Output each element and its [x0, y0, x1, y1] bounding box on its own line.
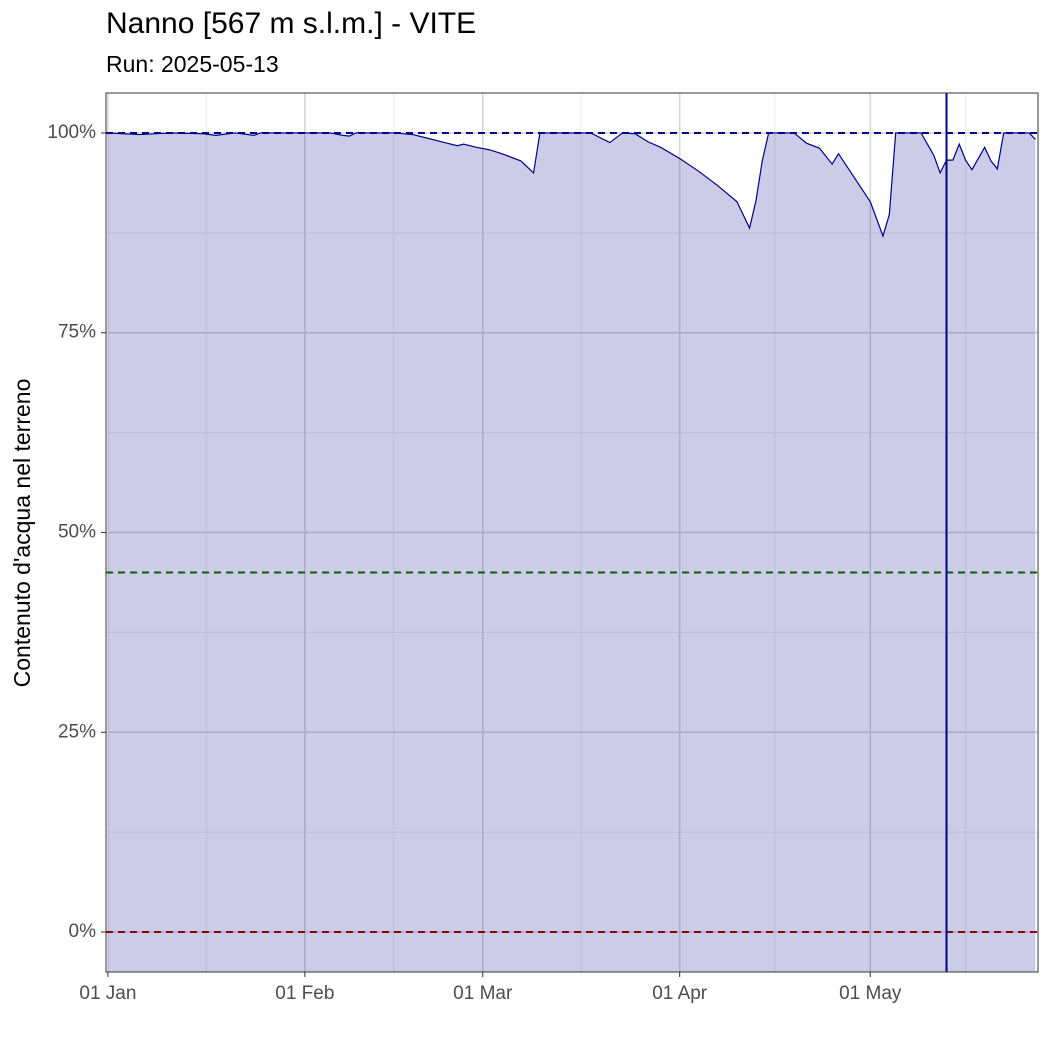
y-tick-label: 0% — [69, 921, 97, 942]
chart-subtitle: Run: 2025-05-13 — [106, 51, 279, 77]
x-tick-label: 01 Jan — [79, 983, 136, 1004]
y-axis-label: Contenuto d'acqua nel terreno — [9, 379, 35, 688]
x-tick-label: 01 Apr — [652, 983, 708, 1004]
x-tick-label: 01 May — [839, 983, 902, 1004]
y-tick-label: 50% — [58, 522, 96, 543]
x-tick-label: 01 Mar — [453, 983, 513, 1004]
y-tick-label: 100% — [47, 122, 96, 143]
y-tick-label: 75% — [58, 322, 96, 343]
y-tick-label: 25% — [58, 721, 96, 742]
x-tick-label: 01 Feb — [275, 983, 334, 1004]
area — [107, 132, 1036, 973]
panel-border — [105, 92, 1039, 973]
line — [107, 132, 1036, 238]
chart-title: Nanno [567 m s.l.m.] - VITE — [106, 7, 476, 40]
